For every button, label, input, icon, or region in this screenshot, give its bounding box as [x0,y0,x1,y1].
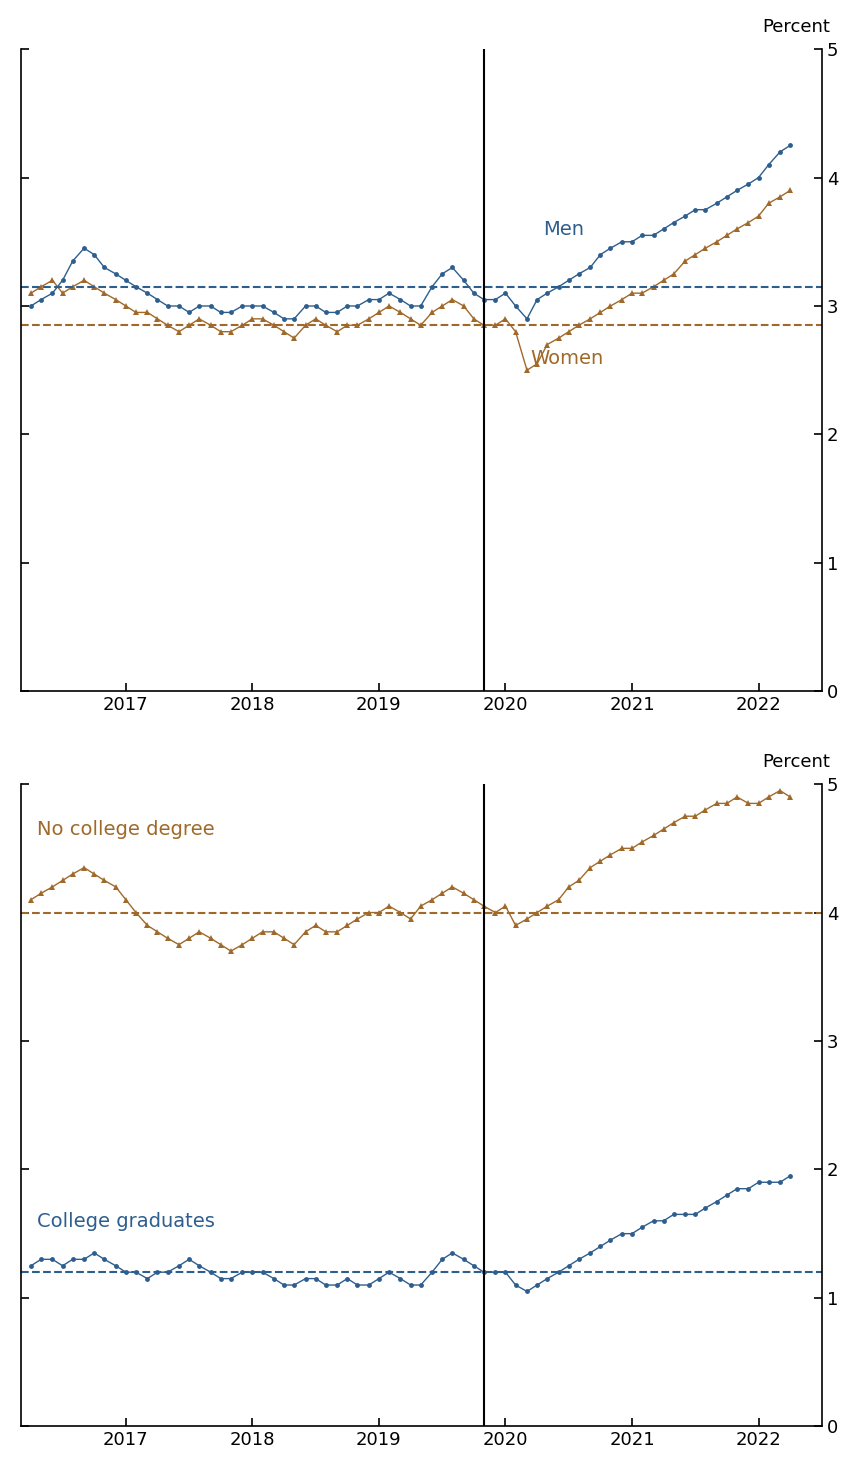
Text: No college degree: No college degree [37,820,215,839]
Text: Women: Women [531,348,604,368]
Text: College graduates: College graduates [37,1213,215,1232]
Text: Percent: Percent [762,18,830,37]
Text: Percent: Percent [762,753,830,772]
Text: Men: Men [544,220,584,240]
